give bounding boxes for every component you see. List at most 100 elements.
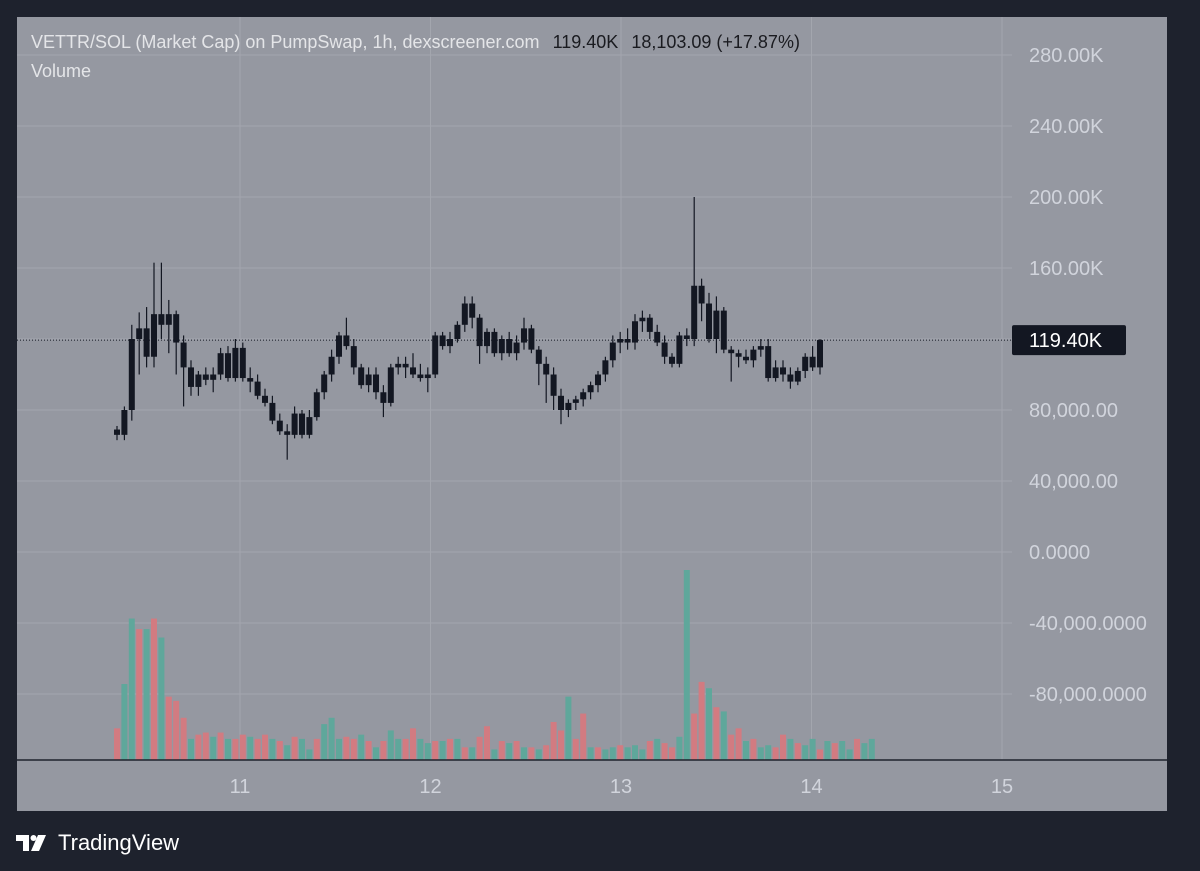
candle <box>624 328 631 350</box>
tradingview-brand[interactable]: TradingView <box>16 830 179 856</box>
x-tick-label: 12 <box>419 776 441 798</box>
volume-bar <box>528 747 535 760</box>
candle-body <box>706 303 712 339</box>
volume-bar <box>424 743 431 760</box>
candle <box>528 324 535 354</box>
candle-body <box>417 374 424 379</box>
candle-body <box>321 374 328 393</box>
volume-bar <box>358 734 365 760</box>
candle-body <box>306 417 313 435</box>
y-tick-label: 0.0000 <box>1029 542 1090 564</box>
volume-bar <box>284 745 291 760</box>
candle <box>735 349 742 368</box>
candle <box>484 328 490 354</box>
volume-bar <box>513 741 520 760</box>
candle-body <box>239 347 246 379</box>
volume-bar <box>698 681 705 760</box>
candle-body <box>780 367 786 375</box>
candle <box>373 367 379 400</box>
candle <box>432 331 439 379</box>
candle <box>395 356 402 375</box>
volume-bar <box>669 747 675 760</box>
volume-bar <box>269 738 276 760</box>
candle-body <box>380 392 387 403</box>
last-price-tag: 119.40K <box>1012 325 1126 356</box>
volume-bar <box>728 734 735 760</box>
volume-bar <box>321 724 328 760</box>
candle <box>380 385 387 418</box>
candle-body <box>402 363 409 368</box>
candle <box>521 317 527 350</box>
volume-bar <box>535 749 542 760</box>
candle-body <box>550 374 557 396</box>
candle-body <box>114 429 120 435</box>
volume-bar <box>350 738 357 760</box>
candle <box>632 314 638 350</box>
candle-body <box>602 360 609 375</box>
candle <box>217 347 224 380</box>
candle <box>513 335 520 361</box>
chart-title: VETTR/SOL (Market Cap) on PumpSwap, 1h, … <box>31 32 540 52</box>
candle-body <box>439 335 446 347</box>
volume-bar <box>143 629 150 760</box>
volume-bar <box>402 738 409 760</box>
candle-body <box>713 310 720 339</box>
candle-body <box>565 402 572 410</box>
candle-body <box>743 356 749 361</box>
candle <box>728 346 735 382</box>
y-tick-label: 80,000.00 <box>1029 400 1118 422</box>
volume-bar <box>624 747 631 760</box>
volume-bar <box>173 700 180 760</box>
volume-bar <box>210 736 217 760</box>
volume-bar <box>817 749 823 760</box>
candle-body <box>247 378 254 382</box>
candle-body <box>491 331 498 354</box>
candle <box>417 363 424 382</box>
candle-body <box>817 340 823 368</box>
candle <box>639 310 646 332</box>
volume-bar <box>743 741 749 760</box>
candle <box>299 410 305 439</box>
candle-body <box>676 335 683 364</box>
candle-body <box>624 339 631 343</box>
volume-bar <box>602 749 609 760</box>
volume-bar <box>165 696 172 760</box>
volume-bar <box>188 738 194 760</box>
candle <box>491 328 498 357</box>
volume-bar <box>128 618 135 760</box>
volume-bar <box>276 741 283 760</box>
candle-body <box>217 353 224 375</box>
volume-bar <box>313 738 320 760</box>
candle-body <box>809 356 816 368</box>
candle-body <box>276 420 283 432</box>
candle <box>291 406 298 439</box>
candle-body <box>698 285 705 304</box>
y-tick-label: -80,000.0000 <box>1029 684 1147 706</box>
candle <box>365 367 372 393</box>
candle-body <box>291 413 298 435</box>
volume-bar <box>683 570 690 760</box>
volume-series <box>114 570 875 760</box>
volume-bar <box>550 722 557 760</box>
volume-label: Volume <box>31 61 92 81</box>
candle <box>669 353 675 368</box>
chart-pane[interactable] <box>17 17 1167 811</box>
candle-body <box>180 342 187 368</box>
candle-body <box>188 367 194 387</box>
candle <box>247 367 254 393</box>
candle-body <box>528 328 535 350</box>
candle-body <box>646 317 653 332</box>
volume-bar <box>794 743 801 760</box>
volume-bar <box>454 738 461 760</box>
candle <box>114 425 120 441</box>
volume-bar <box>202 732 209 760</box>
candle-body <box>595 374 601 386</box>
candle <box>128 324 135 421</box>
candle-body <box>336 335 342 357</box>
candle <box>202 367 209 386</box>
candle-body <box>632 321 638 343</box>
candle-body <box>543 363 550 375</box>
candle <box>757 339 764 357</box>
last-price-tag-background <box>1012 325 1126 356</box>
